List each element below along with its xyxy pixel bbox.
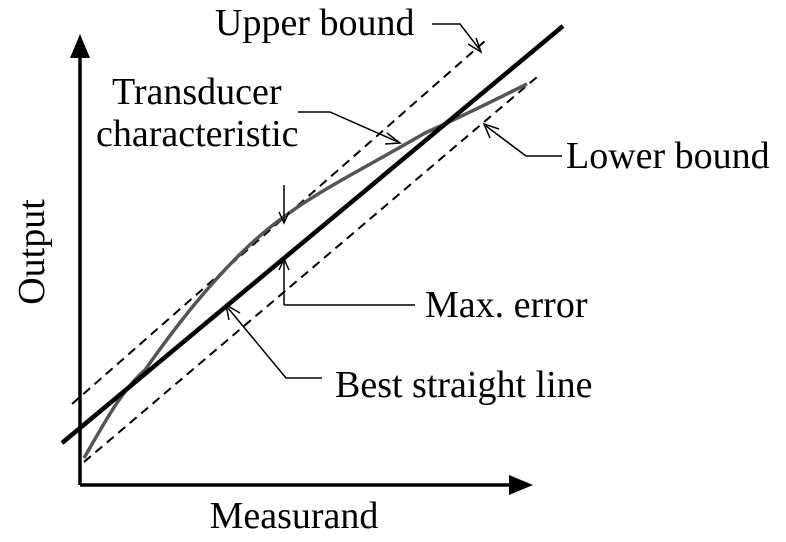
lower-bound-line (83, 76, 538, 463)
best-straight-line (60, 24, 565, 445)
axes (70, 34, 533, 495)
best-line-leader (227, 307, 322, 379)
upper-bound-leader-arrowhead (467, 37, 483, 54)
y-axis-label: Output (11, 199, 53, 305)
leader-lines (224, 23, 562, 379)
lower-bound-label: Lower bound (566, 135, 770, 177)
transducer-label-line2: characteristic (96, 113, 299, 155)
lower-bound-leader (485, 125, 562, 157)
max-error-arrowhead-bottom (278, 257, 290, 271)
y-axis-arrowhead (70, 34, 90, 58)
x-axis-label: Measurand (210, 495, 379, 537)
transducer-label-line1: Transducer (112, 71, 282, 113)
max-error-label: Max. error (425, 284, 588, 326)
lower-bound-leader-arrowhead (482, 122, 500, 139)
best-straight-line-label: Best straight line (335, 364, 593, 406)
upper-bound-label: Upper bound (215, 2, 414, 44)
transducer-leader-arrowhead (384, 132, 403, 145)
best-line-leader-arrowhead (224, 303, 241, 321)
max-error-arrowhead-top (278, 211, 290, 225)
x-axis-arrowhead (509, 475, 533, 495)
upper-bound-leader (432, 23, 481, 51)
transducer-leader (298, 111, 399, 143)
max-error-indicator (278, 185, 415, 306)
